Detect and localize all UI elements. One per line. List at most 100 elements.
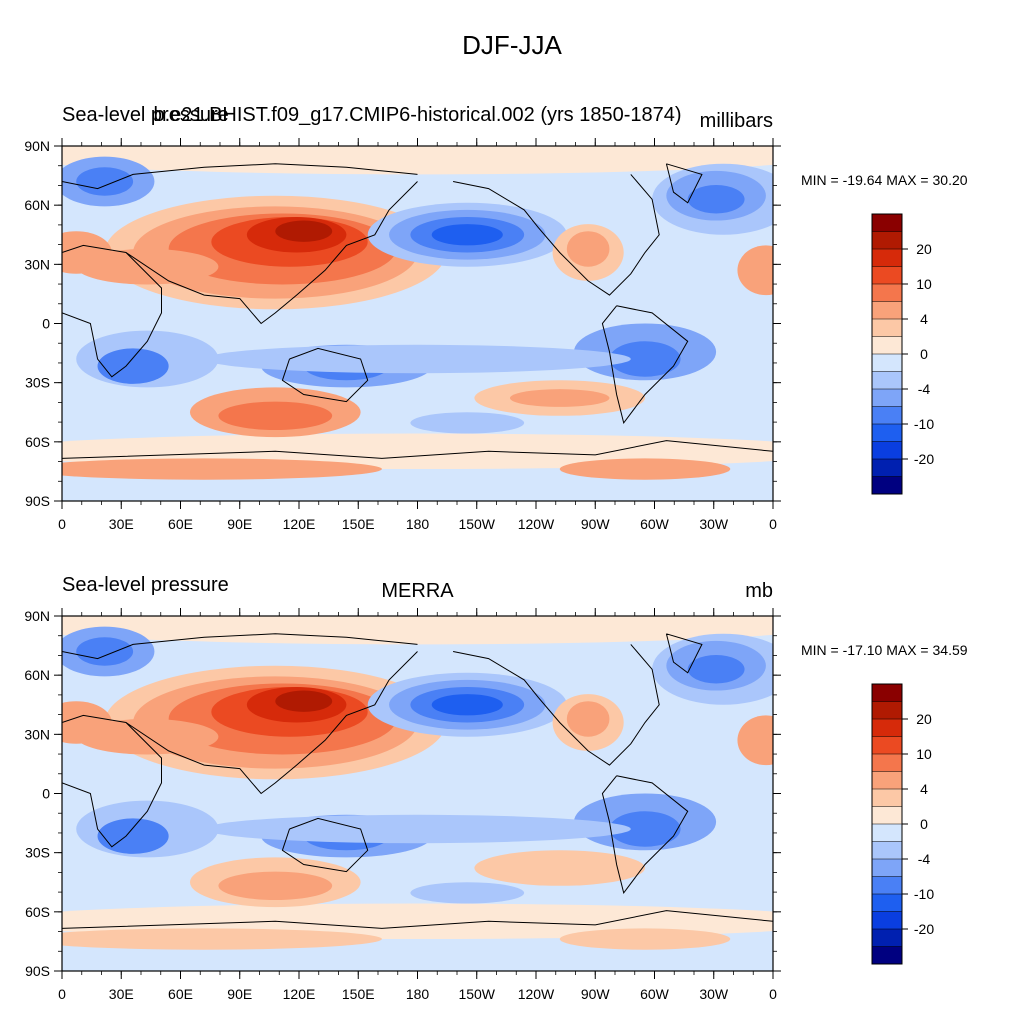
colorbar-label: -4 bbox=[918, 851, 931, 867]
x-tick-label: 120W bbox=[518, 986, 555, 1002]
coastline bbox=[281, 347, 369, 403]
colorbar-swatch bbox=[872, 684, 902, 702]
x-tick-label: 0 bbox=[769, 986, 777, 1002]
panel-center-label: MERRA bbox=[381, 580, 454, 602]
contour-region bbox=[566, 231, 610, 267]
colorbar-label: -20 bbox=[914, 451, 934, 467]
coastline bbox=[62, 633, 418, 660]
contour-region bbox=[97, 818, 169, 854]
colorbar-swatch bbox=[872, 301, 902, 320]
pressure-field bbox=[62, 616, 773, 971]
x-tick-label: 150W bbox=[458, 986, 495, 1002]
y-tick-label: 60S bbox=[25, 904, 50, 920]
colorbar-swatch bbox=[872, 894, 902, 912]
colorbar-swatch bbox=[872, 459, 902, 477]
contour-region bbox=[76, 637, 134, 666]
contour-region bbox=[97, 348, 169, 384]
contour-region bbox=[559, 928, 731, 950]
y-tick-label: 90S bbox=[25, 493, 50, 509]
colorbar-label: -20 bbox=[914, 921, 934, 937]
colorbar-swatch bbox=[872, 859, 902, 877]
x-tick-label: 180 bbox=[406, 516, 430, 532]
minmax-label: MIN = -19.64 MAX = 30.20 bbox=[801, 172, 968, 188]
colorbar-swatch bbox=[872, 389, 902, 407]
contour-region bbox=[204, 344, 631, 374]
colorbar-swatch bbox=[872, 736, 902, 755]
colorbar-swatch bbox=[872, 266, 902, 285]
contour-region bbox=[737, 715, 773, 766]
colorbar-swatch bbox=[872, 824, 902, 842]
contour-region bbox=[410, 412, 525, 434]
contour-region bbox=[62, 928, 382, 950]
colorbar-swatch bbox=[872, 424, 902, 442]
map-plot: 0 30E 60E 90E 120E 150E 180 150W 120W 90W 60W 30W 09… bbox=[24, 138, 934, 532]
coastline bbox=[62, 163, 418, 190]
colorbar: 20 10 4 0 -4 -10 -20 bbox=[871, 683, 934, 965]
colorbar-swatch bbox=[872, 946, 902, 965]
contour-region bbox=[566, 701, 610, 737]
contour-region bbox=[509, 859, 610, 877]
minmax-label: MIN = -17.10 MAX = 34.59 bbox=[801, 642, 968, 658]
y-tick-label: 0 bbox=[42, 316, 50, 332]
panel-units-label: millibars bbox=[699, 110, 773, 132]
contour-region bbox=[62, 146, 773, 175]
coastline bbox=[601, 775, 689, 895]
colorbar-swatch bbox=[872, 929, 902, 947]
contour-region bbox=[62, 701, 112, 744]
coastline bbox=[125, 651, 418, 795]
contour-region bbox=[687, 655, 745, 684]
x-tick-label: 120E bbox=[283, 986, 316, 1002]
contour-region bbox=[687, 185, 745, 214]
colorbar-label: 0 bbox=[920, 816, 928, 832]
x-tick-label: 0 bbox=[769, 516, 777, 532]
x-tick-label: 150W bbox=[458, 516, 495, 532]
coastline bbox=[62, 440, 773, 459]
coastline bbox=[62, 244, 162, 378]
panel-units-label: mb bbox=[745, 580, 773, 602]
colorbar-swatch bbox=[872, 371, 902, 390]
colorbar-swatch bbox=[872, 319, 902, 337]
y-tick-label: 90N bbox=[24, 608, 50, 624]
x-tick-label: 90E bbox=[227, 986, 252, 1002]
colorbar-label: 10 bbox=[916, 746, 932, 762]
panel-left-label: Sea-level pressure bbox=[62, 574, 229, 596]
y-tick-label: 60S bbox=[25, 434, 50, 450]
colorbar-swatch bbox=[872, 719, 902, 737]
y-tick-label: 0 bbox=[42, 786, 50, 802]
colorbar-swatch bbox=[872, 231, 902, 250]
contour-region bbox=[62, 616, 773, 645]
contour-region bbox=[275, 220, 333, 242]
contour-region bbox=[62, 231, 112, 274]
colorbar-swatch bbox=[872, 406, 902, 425]
contour-region bbox=[218, 871, 333, 900]
colorbar-label: 0 bbox=[920, 346, 928, 362]
colorbar-swatch bbox=[872, 806, 902, 825]
colorbar-swatch bbox=[872, 754, 902, 772]
coastline bbox=[62, 910, 773, 929]
panel-center-label: b.e21.BHIST.f09_g17.CMIP6-historical.002… bbox=[153, 104, 682, 126]
contour-region bbox=[431, 224, 503, 246]
y-tick-label: 30S bbox=[25, 845, 50, 861]
colorbar-swatch bbox=[872, 476, 902, 495]
colorbar-label: -4 bbox=[918, 381, 931, 397]
x-tick-label: 30W bbox=[699, 516, 729, 532]
colorbar: 20 10 4 0 -4 -10 -20 bbox=[871, 213, 934, 495]
coastline bbox=[453, 644, 660, 766]
y-tick-label: 60N bbox=[24, 667, 50, 683]
contour-region bbox=[62, 458, 382, 480]
x-tick-label: 120E bbox=[283, 516, 316, 532]
x-tick-label: 30E bbox=[109, 516, 134, 532]
colorbar-label: 4 bbox=[920, 311, 928, 327]
y-tick-label: 60N bbox=[24, 197, 50, 213]
colorbar-swatch bbox=[872, 441, 902, 460]
map-panel-model: Sea-level pressure b.e21.BHIST.f09_g17.C… bbox=[24, 104, 968, 532]
x-tick-label: 30E bbox=[109, 986, 134, 1002]
colorbar-swatch bbox=[872, 771, 902, 790]
contour-region bbox=[204, 814, 631, 844]
x-tick-label: 30W bbox=[699, 986, 729, 1002]
colorbar-swatch bbox=[872, 841, 902, 860]
contour-region bbox=[559, 458, 731, 480]
x-tick-label: 120W bbox=[518, 516, 555, 532]
